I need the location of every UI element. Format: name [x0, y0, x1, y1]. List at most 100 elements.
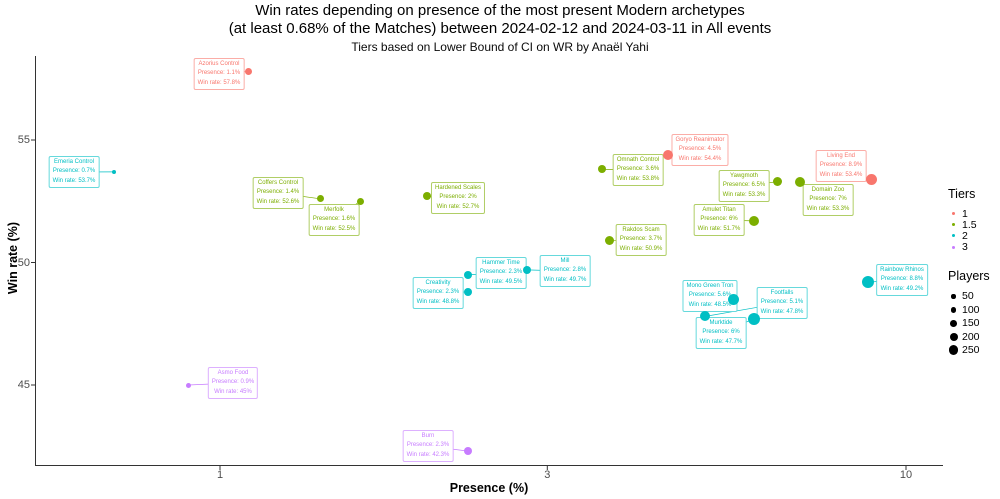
- point-label-name: Hammer Time: [482, 260, 520, 267]
- point-label-name: Emeria Control: [53, 159, 94, 166]
- legend-tiers-title: Tiers: [948, 187, 976, 201]
- point-label-presence: Presence: 6.5%: [722, 182, 766, 189]
- x-tick-label: 10: [899, 469, 913, 481]
- point-label-presence: Presence: 2.3%: [406, 442, 450, 449]
- y-axis-title: Win rate (%): [6, 221, 20, 295]
- point-label-winrate: Win rate: 53.8%: [616, 175, 660, 182]
- chart-header: Win rates depending on presence of the m…: [0, 2, 1000, 54]
- point-label-name: Rakdos Scam: [622, 227, 660, 234]
- tier-color-dot-icon: [948, 212, 959, 216]
- legend-player-item: 200: [948, 330, 990, 343]
- data-point: [605, 235, 615, 245]
- y-tick-label: 50: [17, 256, 30, 269]
- point-label-presence: Presence: 5.1%: [760, 299, 804, 306]
- point-label-winrate: Win rate: 57.8%: [197, 79, 241, 86]
- point-label-winrate: Win rate: 48.8%: [416, 298, 460, 305]
- point-label-winrate: Win rate: 53.3%: [722, 191, 766, 198]
- point-label-name: Creativity: [425, 280, 451, 287]
- legend-player-item: 250: [948, 343, 990, 356]
- player-size-dot-icon: [950, 319, 957, 327]
- player-size-dot-icon: [948, 307, 959, 313]
- point-label-name: Merfolk: [324, 207, 344, 214]
- legend-player-label: 150: [962, 317, 980, 330]
- legend-tier-label: 3: [962, 241, 968, 254]
- legend-player-item: 50: [948, 290, 990, 303]
- point-label-presence: Presence: 2.8%: [543, 267, 587, 274]
- point-label-name: Hardened Scales: [434, 185, 482, 192]
- data-point: [422, 192, 431, 201]
- point-label-name: Murktide: [709, 320, 733, 327]
- point-label-winrate: Win rate: 53.4%: [819, 171, 863, 178]
- point-label-winrate: Win rate: 45%: [214, 388, 252, 395]
- point-label: Coffers Control Presence: 1.4% Win rate: 5…: [252, 177, 304, 209]
- point-label-presence: Presence: 0.7%: [52, 168, 96, 175]
- data-point: [748, 215, 759, 226]
- point-label-presence: Presence: 2.3%: [479, 269, 523, 276]
- legend-tier-item: 3: [948, 241, 990, 254]
- point-label-winrate: Win rate: 47.7%: [699, 338, 743, 345]
- point-label: Azorius Control Presence: 1.1% Win rate: 5…: [193, 58, 245, 90]
- legend-player-label: 100: [962, 303, 980, 316]
- data-point: [773, 177, 783, 187]
- point-label-name: Amulet Titan: [702, 207, 736, 214]
- point-label-winrate: Win rate: 42.3%: [406, 451, 450, 458]
- legend-tier-label: 1: [962, 207, 968, 220]
- tier-color-dot-icon: [952, 223, 955, 227]
- point-label: Hardened Scales Presence: 2% Win rate: 52.…: [430, 182, 486, 214]
- legend-tiers-items: 1 1.5 2 3: [948, 208, 990, 253]
- point-label-presence: Presence: 3.7%: [619, 236, 663, 243]
- point-label-winrate: Win rate: 49.5%: [479, 278, 523, 285]
- data-point: [700, 311, 711, 322]
- data-point: [861, 276, 874, 289]
- point-label-presence: Presence: 2%: [439, 194, 477, 201]
- point-label-name: Asmo Food: [217, 370, 249, 377]
- data-point: [464, 287, 473, 296]
- point-label-presence: Presence: 4.5%: [678, 146, 722, 153]
- point-label-winrate: Win rate: 48.5%: [688, 301, 732, 308]
- point-label-winrate: Win rate: 54.4%: [678, 155, 722, 162]
- player-size-dot-icon: [948, 294, 959, 299]
- point-label-presence: Presence: 2.3%: [416, 289, 460, 296]
- point-label-name: Omnath Control: [616, 157, 660, 164]
- point-label-name: Footfalls: [770, 290, 794, 297]
- point-label-presence: Presence: 0.9%: [211, 379, 255, 386]
- data-point: [464, 270, 473, 279]
- tier-color-dot-icon: [948, 223, 959, 227]
- point-label: Yawgmoth Presence: 6.5% Win rate: 53.3%: [718, 170, 770, 202]
- tier-color-dot-icon: [948, 234, 959, 238]
- data-point: [316, 195, 324, 203]
- y-tick-label: 45: [17, 379, 30, 391]
- legend-player-label: 50: [962, 290, 974, 303]
- point-label: Rainbow Rhinos Presence: 8.8% Win rate: 49…: [876, 264, 928, 296]
- point-label-presence: Presence: 8.9%: [819, 162, 863, 169]
- chart-title-line2: (at least 0.68% of the Matches) between …: [228, 19, 772, 37]
- point-label-winrate: Win rate: 53.7%: [52, 177, 96, 184]
- data-point: [865, 173, 877, 185]
- legend-tier-item: 1: [948, 207, 990, 220]
- x-tick-label: 1: [216, 469, 224, 481]
- legend-tier-item: 1.5: [948, 219, 990, 231]
- point-label-name: Mono Green Tron: [686, 283, 734, 290]
- point-label: Footfalls Presence: 5.1% Win rate: 47.8%: [756, 287, 808, 319]
- chart-subtitle: Tiers based on Lower Bound of CI on WR b…: [351, 40, 649, 54]
- legend: Tiers 1 1.5 2 3 Players 50 100 150 200 250: [948, 187, 990, 357]
- point-label-winrate: Win rate: 47.8%: [760, 308, 804, 315]
- point-label-name: Coffers Control: [257, 180, 299, 187]
- point-label-name: Living End: [826, 153, 856, 160]
- point-label: Murktide Presence: 6% Win rate: 47.7%: [695, 317, 747, 349]
- player-size-dot-icon: [948, 332, 959, 341]
- tier-color-dot-icon: [952, 245, 955, 249]
- legend-players-title: Players: [948, 268, 990, 283]
- point-label: Amulet Titan Presence: 6% Win rate: 51.7%: [693, 204, 745, 236]
- legend-player-label: 200: [962, 330, 980, 343]
- point-label-winrate: Win rate: 53.3%: [806, 205, 850, 212]
- x-axis-title: Presence (%): [449, 481, 529, 495]
- data-point: [111, 169, 116, 174]
- point-label-winrate: Win rate: 52.7%: [436, 203, 480, 210]
- point-label-presence: Presence: 1.6%: [312, 216, 356, 223]
- legend-player-item: 100: [948, 303, 990, 316]
- point-label-presence: Presence: 8.8%: [880, 276, 924, 283]
- point-label-winrate: Win rate: 51.7%: [697, 225, 741, 232]
- point-label-winrate: Win rate: 52.5%: [312, 225, 356, 232]
